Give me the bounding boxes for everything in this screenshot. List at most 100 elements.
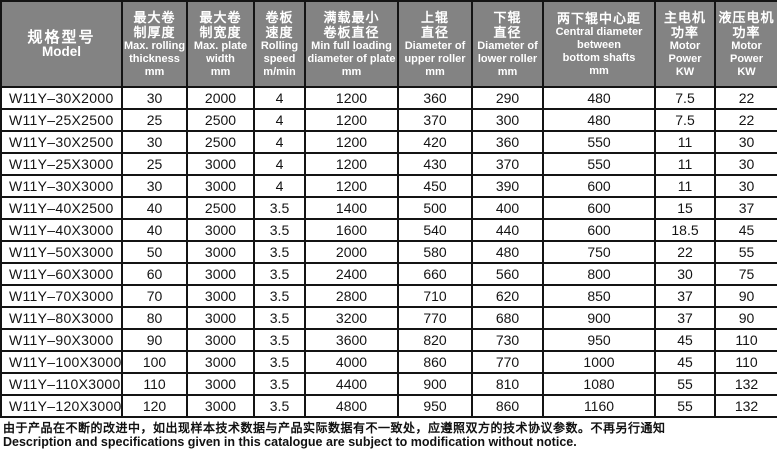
model-cell: W11Y–30X2000 bbox=[0, 86, 123, 110]
column-header: 两下辊中心距 Central diameter between bottom shaf… bbox=[542, 0, 656, 88]
header-line-en: Motor bbox=[669, 39, 701, 52]
header-line-en: upper roller bbox=[404, 52, 466, 65]
footer-note: 由于产品在不断的改进中，如出现样本技术数据与产品实际数据有不一致处，应遵照双方的… bbox=[0, 418, 777, 450]
header-line-cn: 卷板 bbox=[265, 9, 294, 25]
header-line-cn: 主电机 bbox=[663, 9, 706, 25]
value-cell: 540 bbox=[397, 218, 473, 242]
value-cell: 132 bbox=[714, 394, 777, 418]
value-cell: 550 bbox=[542, 130, 656, 154]
value-cell: 2800 bbox=[304, 284, 399, 308]
model-cell: W11Y–120X3000 bbox=[0, 394, 123, 418]
value-cell: 4400 bbox=[304, 372, 399, 396]
header-line-cn: 功率 bbox=[670, 24, 699, 40]
model-cell: W11Y–90X3000 bbox=[0, 328, 123, 352]
value-cell: 950 bbox=[542, 328, 656, 352]
header-unit: mm bbox=[144, 65, 165, 78]
value-cell: 45 bbox=[654, 350, 716, 374]
value-cell: 1600 bbox=[304, 218, 399, 242]
model-cell: W11Y–40X2500 bbox=[0, 196, 123, 220]
footer-note-chinese: 由于产品在不断的改进中，如出现样本技术数据与产品实际数据有不一致处，应遵照双方的… bbox=[3, 421, 666, 435]
value-cell: 390 bbox=[471, 174, 544, 198]
value-cell: 30 bbox=[121, 86, 188, 110]
column-header: 最大卷 制厚度 Max. rolling thickness mm bbox=[121, 0, 188, 88]
value-cell: 3000 bbox=[186, 306, 255, 330]
value-cell: 50 bbox=[121, 240, 188, 264]
value-cell: 480 bbox=[542, 108, 656, 132]
model-cell: W11Y–25X2500 bbox=[0, 108, 123, 132]
header-line-en: Min full loading bbox=[311, 39, 392, 52]
value-cell: 400 bbox=[471, 196, 544, 220]
header-row: 规格型号 Model 最大卷 制厚度 Max. rolling thickness mm 最大… bbox=[0, 0, 777, 88]
value-cell: 730 bbox=[471, 328, 544, 352]
header-line-en: Power bbox=[668, 52, 702, 65]
column-header-model: 规格型号 Model bbox=[0, 0, 123, 88]
value-cell: 1000 bbox=[542, 350, 656, 374]
value-cell: 860 bbox=[471, 394, 544, 418]
model-cell: W11Y–25X3000 bbox=[0, 152, 123, 176]
header-line-en: Central diameter bbox=[555, 25, 643, 38]
table-row: W11Y–30X3000 30 3000 4 1200 450 390 600 11 30 bbox=[0, 174, 777, 198]
column-header: 下辊 直径 Diameter of lower roller mm bbox=[471, 0, 544, 88]
header-line-cn: 卷板直径 bbox=[323, 24, 380, 40]
value-cell: 3.5 bbox=[253, 262, 306, 286]
value-cell: 420 bbox=[397, 130, 473, 154]
value-cell: 3000 bbox=[186, 152, 255, 176]
header-unit: mm bbox=[210, 65, 231, 78]
header-line-en: speed bbox=[263, 52, 296, 65]
table-row: W11Y–30X2000 30 2000 4 1200 360 290 480 7.5 22 bbox=[0, 86, 777, 110]
header-unit: mm bbox=[425, 65, 445, 78]
value-cell: 500 bbox=[397, 196, 473, 220]
value-cell: 710 bbox=[397, 284, 473, 308]
value-cell: 15 bbox=[654, 196, 716, 220]
table-row: W11Y–50X3000 50 3000 3.5 2000 580 480 750 22 55 bbox=[0, 240, 777, 264]
value-cell: 11 bbox=[654, 152, 716, 176]
value-cell: 3.5 bbox=[253, 218, 306, 242]
value-cell: 110 bbox=[714, 350, 777, 374]
header-line-cn: 制厚度 bbox=[133, 24, 176, 40]
header-line-cn: 直径 bbox=[493, 24, 522, 40]
model-cell: W11Y–70X3000 bbox=[0, 284, 123, 308]
value-cell: 11 bbox=[654, 174, 716, 198]
model-cell: W11Y–40X3000 bbox=[0, 218, 123, 242]
value-cell: 3.5 bbox=[253, 328, 306, 352]
value-cell: 2000 bbox=[186, 86, 255, 110]
value-cell: 3.5 bbox=[253, 284, 306, 308]
value-cell: 620 bbox=[471, 284, 544, 308]
value-cell: 40 bbox=[121, 196, 188, 220]
value-cell: 18.5 bbox=[654, 218, 716, 242]
value-cell: 580 bbox=[397, 240, 473, 264]
value-cell: 290 bbox=[471, 86, 544, 110]
header-line-en: Motor bbox=[731, 39, 762, 52]
value-cell: 600 bbox=[542, 174, 656, 198]
table-row: W11Y–40X2500 40 2500 3.5 1400 500 400 600 15 37 bbox=[0, 196, 777, 220]
header-line-cn: 满载最小 bbox=[323, 9, 380, 25]
value-cell: 30 bbox=[654, 262, 716, 286]
value-cell: 1200 bbox=[304, 108, 399, 132]
header-line-cn: 上辊 bbox=[420, 9, 449, 25]
value-cell: 4 bbox=[253, 174, 306, 198]
value-cell: 45 bbox=[654, 328, 716, 352]
header-line-cn: 最大卷 bbox=[199, 9, 242, 25]
value-cell: 370 bbox=[397, 108, 473, 132]
header-line-cn: 下辊 bbox=[493, 9, 522, 25]
column-header: 液压电机 功率 Motor Power KW bbox=[714, 0, 777, 88]
header-unit: mm bbox=[589, 64, 609, 77]
value-cell: 770 bbox=[471, 350, 544, 374]
value-cell: 30 bbox=[121, 130, 188, 154]
value-cell: 80 bbox=[121, 306, 188, 330]
value-cell: 950 bbox=[397, 394, 473, 418]
table-row: W11Y–30X2500 30 2500 4 1200 420 360 550 11 30 bbox=[0, 130, 777, 154]
value-cell: 3000 bbox=[186, 394, 255, 418]
value-cell: 75 bbox=[714, 262, 777, 286]
value-cell: 860 bbox=[397, 350, 473, 374]
value-cell: 55 bbox=[654, 394, 716, 418]
value-cell: 850 bbox=[542, 284, 656, 308]
table-row: W11Y–25X3000 25 3000 4 1200 430 370 550 11 30 bbox=[0, 152, 777, 176]
value-cell: 3.5 bbox=[253, 350, 306, 374]
value-cell: 3000 bbox=[186, 174, 255, 198]
value-cell: 25 bbox=[121, 108, 188, 132]
value-cell: 60 bbox=[121, 262, 188, 286]
value-cell: 22 bbox=[714, 86, 777, 110]
value-cell: 55 bbox=[654, 372, 716, 396]
